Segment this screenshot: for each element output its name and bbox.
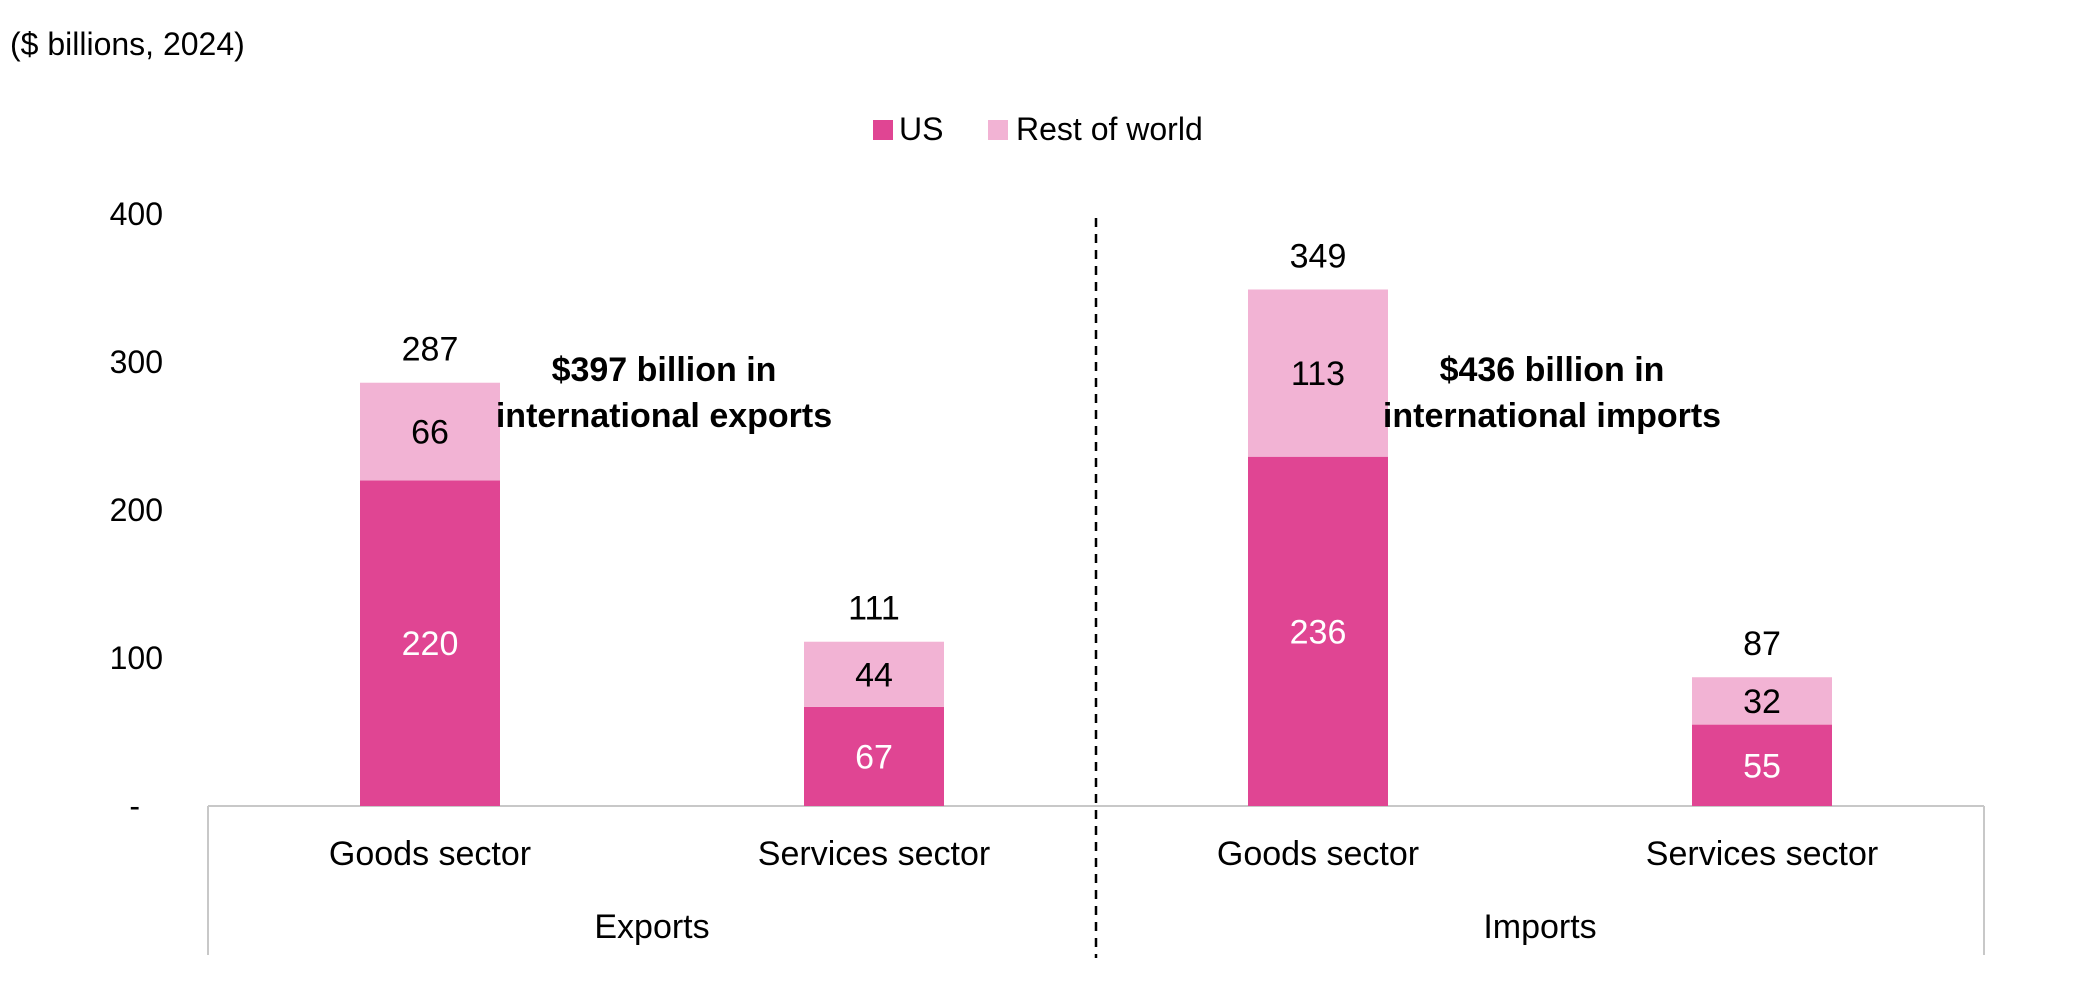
data-label-us: 67 <box>855 738 893 776</box>
group-label: Imports <box>1483 908 1596 946</box>
data-label-total: 287 <box>402 331 459 369</box>
legend-swatch-us <box>873 120 893 140</box>
data-label-rest-of-world: 32 <box>1743 683 1781 721</box>
bar-us <box>360 480 500 806</box>
x-tick-label: Services sector <box>758 835 990 873</box>
annotation-line-1: $436 billion in <box>1440 351 1665 389</box>
bar-rest-of-world <box>804 641 944 707</box>
y-tick-label: 200 <box>110 492 163 528</box>
x-tick-label: Services sector <box>1646 835 1878 873</box>
data-label-total: 87 <box>1743 625 1781 663</box>
data-label-us: 220 <box>402 625 459 663</box>
annotation-line-1: $397 billion in <box>552 351 777 389</box>
bar-us <box>804 706 944 806</box>
data-label-us: 55 <box>1743 747 1781 785</box>
bar-us <box>1248 456 1388 806</box>
bar-us <box>1692 724 1832 806</box>
annotation-line-2: international exports <box>496 397 832 435</box>
data-label-rest-of-world: 66 <box>411 414 449 452</box>
data-label-rest-of-world: 113 <box>1291 355 1345 393</box>
data-label-us: 236 <box>1290 613 1347 651</box>
y-tick-label: - <box>129 788 140 824</box>
data-label-rest-of-world: 44 <box>855 656 893 694</box>
unit-label: ($ billions, 2024) <box>10 26 245 62</box>
group-label: Exports <box>594 908 709 946</box>
data-label-total: 349 <box>1290 237 1347 275</box>
x-tick-label: Goods sector <box>329 835 531 873</box>
data-label-total: 111 <box>848 590 900 628</box>
bar-rest-of-world <box>1248 289 1388 457</box>
y-tick-label: 400 <box>110 196 163 232</box>
y-tick-label: 300 <box>110 344 163 380</box>
x-tick-label: Goods sector <box>1217 835 1419 873</box>
y-tick-label: 100 <box>110 640 163 676</box>
annotation-line-2: international imports <box>1383 397 1721 435</box>
bar-rest-of-world <box>1692 677 1832 725</box>
bar-rest-of-world <box>360 382 500 481</box>
legend-label-us: US <box>899 111 943 147</box>
legend-swatch-rest-of-world <box>988 120 1008 140</box>
legend-label-rest-of-world: Rest of world <box>1016 111 1203 147</box>
